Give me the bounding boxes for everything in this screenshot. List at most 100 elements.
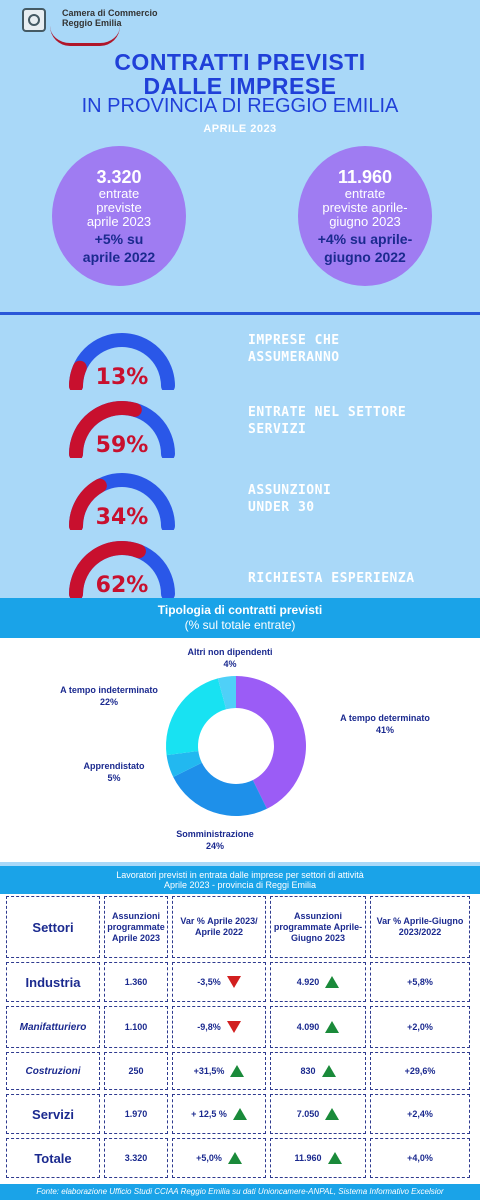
gauge-label-servizi: ENTRATE NEL SETTORE SERVIZI — [248, 404, 406, 438]
header: Camera di Commercio Reggio Emilia CONTRA… — [0, 0, 480, 135]
bubble-april: 3.320 entrate previste aprile 2023 +5% s… — [52, 146, 186, 286]
hires-april: 250 — [104, 1052, 168, 1090]
gauge-fill — [69, 478, 107, 530]
hires-april: 1.970 — [104, 1094, 168, 1134]
var-value: -9,8% — [197, 1021, 221, 1032]
chart-header: Tipologia di contratti previsti (% sul t… — [0, 598, 480, 638]
table-header-cell: Var % Aprile-Giugno 2023/2022 — [370, 896, 470, 958]
arrow-up-icon — [227, 1152, 242, 1164]
page-title: CONTRATTI PREVISTI DALLE IMPRESE — [0, 50, 480, 98]
bubble-label: previste aprile- — [322, 199, 408, 215]
bubble-variation: giugno 2022 — [324, 248, 406, 265]
arrow-down-icon — [226, 1021, 241, 1033]
slice-label-determinato: A tempo determinato 41% — [330, 712, 440, 736]
bubble-number: 3.320 — [96, 166, 142, 187]
table-header-cell: Assunzioni programmate Aprile 2023 — [104, 896, 168, 958]
var-value: -3,5% — [197, 976, 221, 987]
hires-april: 1.360 — [104, 962, 168, 1002]
var-april: + 12,5 % — [172, 1094, 266, 1134]
chart-title: Tipologia di contratti previsti — [157, 603, 323, 617]
table-title: Lavoratori previsti in entrata dalle imp… — [0, 866, 480, 894]
sector-name: Costruzioni — [6, 1052, 100, 1090]
slice-value: 5% — [107, 773, 121, 783]
sector-name: Servizi — [6, 1094, 100, 1134]
hires-quarter: 11.960 — [270, 1138, 366, 1178]
gauge-imprese: 13% — [69, 333, 175, 390]
slice-label-somministrazione: Somministrazione 24% — [160, 828, 270, 852]
bubble-variation: aprile 2022 — [82, 248, 156, 265]
donut-slice — [166, 750, 202, 777]
sector-name: Manifatturiero — [6, 1006, 100, 1048]
sector-table: Lavoratori previsti in entrata dalle imp… — [0, 866, 480, 1184]
var-april: -3,5% — [172, 962, 266, 1002]
chart-subtitle: (% sul totale entrate) — [184, 618, 296, 632]
org-line1: Camera di Commercio — [62, 8, 158, 18]
arrow-up-icon — [325, 976, 340, 988]
var-quarter: +4,0% — [370, 1138, 470, 1178]
hires-quarter: 830 — [270, 1052, 366, 1090]
title-line3: IN PROVINCIA DI REGGIO EMILIA — [81, 95, 399, 117]
table-title-line: Aprile 2023 - provincia di Reggi Emilia — [163, 880, 317, 890]
sector-name: Totale — [6, 1138, 100, 1178]
gauge-fill — [69, 401, 142, 458]
gauge-label-line: ASSUMERANNO — [248, 350, 340, 365]
slice-name: Apprendistato — [83, 761, 145, 771]
slice-label-indeterminato: A tempo indeterminato 22% — [44, 684, 174, 708]
hires-value: 830 — [300, 1065, 316, 1076]
gauge-fill — [69, 360, 87, 390]
gauge-value: 34% — [96, 505, 149, 530]
title-line1: CONTRATTI PREVISTI — [114, 49, 366, 75]
hires-april: 1.100 — [104, 1006, 168, 1048]
gauge-value: 13% — [96, 365, 149, 390]
gauge-servizi: 59% — [69, 401, 175, 458]
bubble-label: entrate — [98, 185, 140, 201]
slice-label-apprendistato: Apprendistato 5% — [64, 760, 164, 784]
arrow-up-icon — [321, 1065, 336, 1077]
contract-type-chart: Tipologia di contratti previsti (% sul t… — [0, 598, 480, 862]
slice-value: 41% — [375, 725, 394, 735]
section-divider — [0, 312, 480, 315]
sector-name: Industria — [6, 962, 100, 1002]
hires-value: 7.050 — [296, 1108, 320, 1119]
slice-name: A tempo indeterminato — [60, 685, 158, 695]
bubble-variation: +5% su — [94, 230, 144, 247]
var-quarter: +2,0% — [370, 1006, 470, 1048]
bubble-number: 11.960 — [337, 166, 393, 187]
gauge-under30: 34% — [69, 473, 175, 530]
arrow-up-icon — [327, 1152, 342, 1164]
gauge-label-line: SERVIZI — [248, 422, 307, 437]
gauge-label-line: ENTRATE NEL SETTORE — [248, 405, 407, 420]
gauge-label-under30: ASSUNZIONI UNDER 30 — [248, 482, 331, 516]
org-line2: Reggio Emilia — [62, 18, 122, 28]
hires-quarter: 4.090 — [270, 1006, 366, 1048]
slice-name: A tempo determinato — [340, 713, 430, 723]
table-header-cell: Settori — [6, 896, 100, 958]
gauge-label-line: UNDER 30 — [248, 500, 315, 515]
table-header-cell: Assunzioni programmate Aprile-Giugno 202… — [270, 896, 366, 958]
gauge-label-line: RICHIESTA ESPERIENZA — [248, 571, 415, 586]
gauge-fill — [69, 541, 146, 598]
period: APRILE 2023 — [203, 123, 277, 135]
donut-slice — [217, 676, 236, 710]
slice-name: Altri non dipendenti — [187, 647, 273, 657]
arrow-up-icon — [325, 1021, 340, 1033]
bubble-quarter: 11.960 entrate previste aprile- giugno 2… — [298, 146, 432, 286]
gauge-value: 59% — [96, 433, 149, 458]
arrow-up-icon — [232, 1108, 247, 1120]
org-name: Camera di Commercio Reggio Emilia — [62, 8, 158, 28]
slice-value: 4% — [223, 659, 237, 669]
donut-slice — [236, 676, 306, 809]
var-quarter: +2,4% — [370, 1094, 470, 1134]
bubble-label: aprile 2023 — [86, 213, 152, 229]
arrow-down-icon — [226, 976, 241, 988]
hires-quarter: 4.920 — [270, 962, 366, 1002]
gauge-label-imprese: IMPRESE CHE ASSUMERANNO — [248, 332, 340, 366]
gauge-esperienza: 62% — [69, 541, 175, 598]
bubble-label: previste — [96, 199, 142, 215]
slice-value: 22% — [99, 697, 118, 707]
title-line2: DALLE IMPRESE — [143, 73, 337, 99]
logo-swoosh — [50, 26, 120, 46]
var-quarter: +29,6% — [370, 1052, 470, 1090]
hires-april: 3.320 — [104, 1138, 168, 1178]
hires-value: 11.960 — [294, 1152, 322, 1163]
